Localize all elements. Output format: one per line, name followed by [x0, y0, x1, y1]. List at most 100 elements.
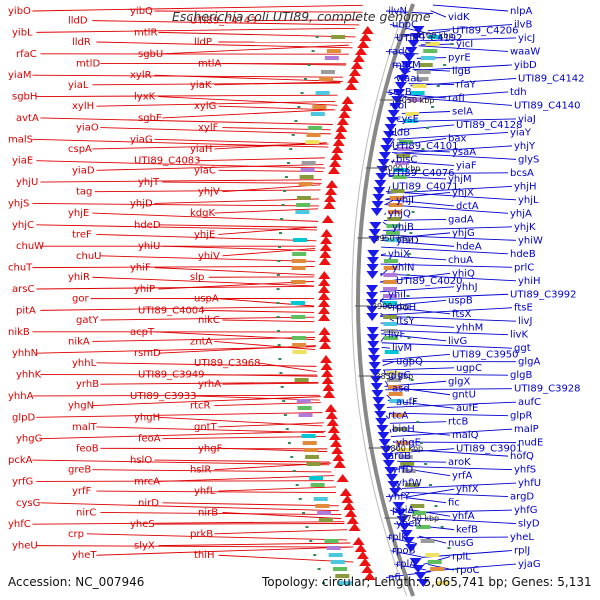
leader-line — [380, 254, 447, 261]
leader-line — [214, 340, 316, 351]
reverse-gene-arrow — [409, 558, 422, 566]
reverse-gene-label: yhjA — [510, 208, 532, 219]
gc-skew-dot — [276, 316, 280, 318]
reverse-gene-label: yiaY — [510, 127, 532, 138]
gc-content-dot — [454, 568, 458, 570]
reverse-gene-label: yhjY — [514, 141, 536, 152]
cog-block — [384, 350, 399, 354]
leader-line — [383, 367, 455, 371]
tick-marks: 4100 kbp 4050 kbp 4000 kbp 3950 kbp 3900 kbp… — [355, 31, 454, 523]
reverse-gene-label: rtcA — [388, 411, 409, 422]
gc-skew-dot — [315, 36, 319, 38]
forward-gene-label: UTI89_C3968 — [194, 358, 261, 369]
cog-block — [296, 399, 311, 403]
forward-gene-label: yhjU — [16, 177, 38, 188]
reverse-gene-arrow — [400, 530, 413, 538]
reverse-gene-label: nlpA — [510, 6, 532, 17]
reverse-gene-label: yhiQ — [452, 268, 475, 279]
cog-block — [312, 105, 327, 109]
forward-gene-arrow — [329, 159, 342, 167]
gc-skew-dot — [278, 246, 282, 248]
forward-gene-arrow — [325, 411, 338, 419]
reverse-gene-arrow — [389, 488, 402, 496]
forward-gene-label: chuU — [76, 251, 102, 262]
leader-line — [201, 309, 315, 313]
reverse-gene-arrow — [394, 509, 407, 517]
cog-block — [313, 497, 328, 501]
cog-block — [383, 336, 398, 340]
forward-gene-arrow — [350, 61, 363, 69]
reverse-gene-arrow — [384, 467, 397, 475]
reverse-gene-label: yhjH — [514, 181, 537, 192]
tick-label: 4100 kbp — [416, 31, 454, 40]
reverse-gene-arrow — [369, 369, 382, 377]
gc-content-dot — [431, 106, 435, 108]
forward-gene-label: mtlD — [76, 58, 100, 69]
reverse-gene-arrow — [375, 418, 388, 426]
reverse-gene-label: yhfW — [396, 478, 422, 489]
reverse-gene-label: mutM — [392, 60, 421, 71]
cog-block — [396, 441, 411, 445]
cog-block — [410, 91, 425, 95]
gc-content-dot — [413, 400, 417, 402]
cog-block — [420, 539, 435, 543]
leader-line — [218, 105, 336, 111]
forward-gene-label: yiaC — [194, 165, 216, 176]
gc-skew-dot — [281, 204, 285, 206]
leader-line — [386, 401, 517, 408]
cog-block — [410, 504, 425, 508]
gc-content-dot — [424, 463, 428, 465]
leader-line — [394, 145, 513, 154]
reverse-gene-label: UTI89_C4076 — [388, 168, 455, 179]
leader-line — [154, 459, 330, 463]
forward-gene-arrow — [341, 495, 354, 503]
leader-line — [32, 138, 329, 148]
cog-block — [324, 56, 339, 60]
leader-line — [222, 512, 342, 520]
forward-gene-arrow — [347, 75, 360, 83]
leader-line — [158, 96, 338, 106]
cog-block — [416, 525, 431, 529]
feature-rings — [276, 26, 458, 587]
forward-gene-label: malS — [8, 134, 33, 145]
forward-gene-arrow — [359, 558, 372, 566]
gc-skew-dot — [291, 134, 295, 136]
reverse-gene-arrow — [405, 544, 418, 552]
gc-content-dot — [421, 148, 425, 150]
leader-line — [218, 422, 324, 428]
cog-block — [294, 378, 309, 382]
cog-block — [425, 553, 440, 557]
gc-content-dot — [417, 169, 421, 171]
cog-block — [423, 49, 438, 53]
forward-gene-arrow — [319, 341, 332, 349]
forward-gene-arrow — [331, 145, 344, 153]
reverse-gene-arrow — [394, 82, 407, 90]
leader-line — [390, 428, 513, 438]
forward-gene-arrow — [345, 82, 358, 90]
forward-gene-arrow — [348, 523, 361, 531]
forward-gene-label: mtlA — [198, 58, 221, 69]
leader-line — [100, 512, 342, 516]
cog-block — [292, 252, 307, 256]
forward-gene-label: greB — [68, 465, 91, 476]
leader-line — [92, 469, 332, 473]
forward-gene-arrow — [318, 306, 331, 314]
reverse-gene-label: yhjM — [448, 174, 472, 185]
reverse-gene-arrow — [407, 40, 420, 48]
reverse-gene-label: yhfU — [518, 478, 541, 489]
cog-block — [394, 161, 409, 165]
leader-line — [384, 204, 509, 214]
cog-block — [315, 91, 330, 95]
cog-block — [404, 483, 419, 487]
leader-line — [385, 51, 419, 55]
forward-gene-label: yiaE — [12, 156, 33, 167]
reverse-gene-label: yhjQ — [388, 208, 411, 219]
leader-line — [40, 306, 315, 311]
leader-line — [380, 273, 517, 282]
leader-line — [158, 345, 316, 354]
reverse-gene-arrow — [378, 152, 391, 160]
gc-content-dot — [436, 85, 440, 87]
cog-block — [383, 315, 398, 319]
forward-gene-label: UTI89_C3933 — [130, 391, 197, 402]
